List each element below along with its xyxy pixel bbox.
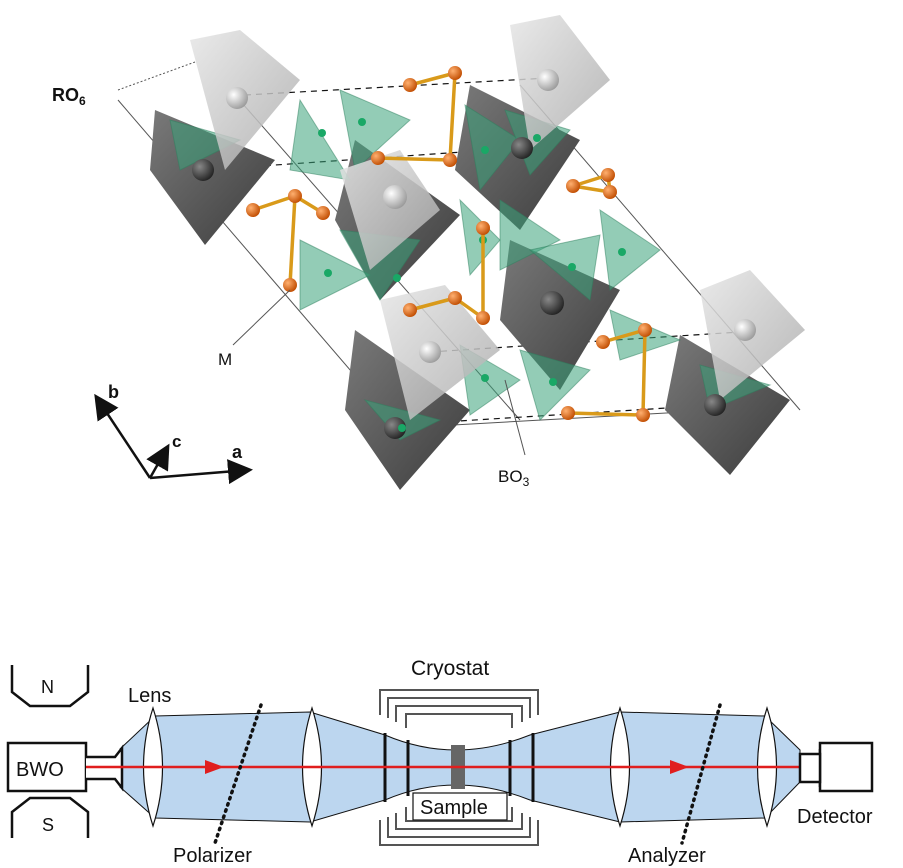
b-atoms [318,118,626,432]
dark-tetrahedron [665,335,790,475]
r-atom-light [734,319,756,341]
r-atom-light [537,69,559,91]
polarizer [213,703,263,845]
axis-b-label: b [108,382,119,402]
r-atom-dark [704,394,726,416]
b-atom [549,378,557,386]
sample-label: Sample [420,797,488,819]
bwo-label: BWO [16,759,64,781]
b-atom [318,129,326,137]
m-atom [283,278,297,292]
m-atom [403,303,417,317]
light-tetrahedron [510,15,610,150]
m-atom [448,291,462,305]
magnet-s-label: S [42,815,54,835]
m-atoms [246,66,652,422]
detector-label: Detector [797,806,873,828]
analyzer [680,703,722,845]
m-atom [316,206,330,220]
axis-a-label: a [232,442,243,462]
cryostat [379,689,539,846]
r-atoms [192,69,756,439]
r-atom-light [226,87,248,109]
magnet-s [10,796,90,838]
bo3-triangle [599,208,661,291]
light-tetrahedra [190,15,805,420]
experimental-setup: N S BWO Cryos [6,657,874,867]
sample-label-box [412,792,508,821]
m-atom [476,311,490,325]
axis-a [149,459,253,485]
bo3-triangle [169,119,242,171]
bo3-triangle [464,103,521,192]
bo3-triangle [299,239,372,311]
m-atom [246,203,260,217]
r-atom-dark [384,417,406,439]
magnet-n [10,665,90,708]
b-atom [481,374,489,382]
m-atom [448,66,462,80]
m-label: M [218,350,232,369]
m-atom [288,189,302,203]
light-tetrahedron [340,150,440,270]
axis-c-label: c [172,432,181,451]
r-atom-dark [511,137,533,159]
bo3-triangle [339,89,411,171]
m-atom [443,153,457,167]
b-atom [324,269,332,277]
m-atom [476,221,490,235]
b-atom [618,248,626,256]
bo3-triangle [289,98,352,181]
r-atom-dark [540,291,564,315]
bo3-triangle [499,199,561,271]
m-atom [601,168,615,182]
crystal-structure: RO6 M BO3 a b c [52,15,805,490]
ro6-label: RO6 [52,85,86,108]
ray-arrow-1 [205,760,224,774]
m-atom [603,185,617,199]
ray-arrow-2 [670,760,689,774]
cryostat-label: Cryostat [411,657,489,680]
axis-c [146,443,170,479]
b-atom [398,424,406,432]
b-atom [481,146,489,154]
lens-label: Lens [128,685,171,707]
m-atom [561,406,575,420]
m-atom [371,151,385,165]
detector [818,741,874,793]
axes [94,393,253,485]
polarizer-label: Polarizer [173,845,252,867]
detector-port [798,752,822,784]
r-atom-light [383,185,407,209]
bo3-triangle [528,234,601,301]
b-atom [393,274,401,282]
m-atom [638,323,652,337]
analyzer-label: Analyzer [628,845,706,867]
b-atom [358,118,366,126]
b-atom [568,263,576,271]
m-atom [596,335,610,349]
bwo-source [6,741,88,793]
bo3-triangles [169,89,772,441]
m-atom [636,408,650,422]
r-atom-light [419,341,441,363]
b-atom [533,134,541,142]
bo3-label: BO3 [498,467,530,489]
axis-b [94,393,152,479]
m-atom [403,78,417,92]
m-atom [566,179,580,193]
r-atom-dark [192,159,214,181]
magnet-n-label: N [41,677,54,697]
leader-lines [117,61,526,456]
